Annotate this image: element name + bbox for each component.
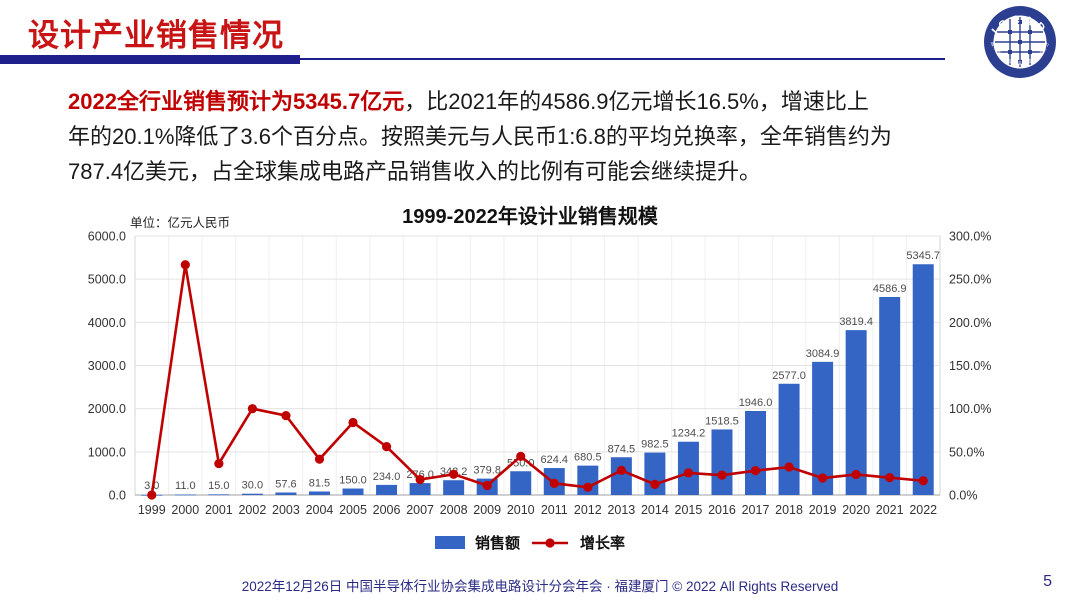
svg-text:2017: 2017: [742, 503, 770, 517]
svg-text:15.0: 15.0: [208, 480, 229, 492]
svg-text:5000.0: 5000.0: [88, 273, 126, 287]
sales-chart: 单位：亿元人民币 1999-2022年设计业销售规模 6000.0 300.0% 5…: [55, 198, 1005, 568]
svg-text:4000.0: 4000.0: [88, 316, 126, 330]
svg-text:1946.0: 1946.0: [739, 397, 773, 409]
svg-text:1000.0: 1000.0: [88, 445, 126, 459]
chart-legend: 销售额 增长率: [55, 532, 1005, 553]
svg-text:874.5: 874.5: [608, 443, 636, 455]
svg-text:2011: 2011: [541, 503, 568, 517]
svg-text:6000.0: 6000.0: [88, 230, 126, 244]
svg-text:1518.5: 1518.5: [705, 415, 739, 427]
svg-text:2006: 2006: [373, 503, 401, 517]
svg-text:2004: 2004: [306, 503, 334, 517]
svg-text:100.0%: 100.0%: [949, 402, 991, 416]
svg-text:57.6: 57.6: [275, 479, 296, 491]
chart-plot: 6000.0 300.0% 5000.0 250.0% 4000.0 200.0% 3000…: [88, 230, 992, 518]
svg-text:2015: 2015: [675, 503, 703, 517]
summary-rest: ，比2021年的4586.9亿元增长16.5%，增速比上 年的20.1%降低了3…: [68, 89, 892, 184]
svg-text:5345.7: 5345.7: [906, 250, 940, 262]
svg-text:0.0%: 0.0%: [949, 489, 978, 503]
svg-text:2007: 2007: [406, 503, 434, 517]
page-title: 设计产业销售情况: [28, 18, 284, 53]
svg-text:150.0%: 150.0%: [949, 359, 991, 373]
svg-text:234.0: 234.0: [373, 471, 401, 483]
svg-text:2022: 2022: [909, 503, 937, 517]
svg-text:2012: 2012: [574, 503, 602, 517]
summary-paragraph: 2022全行业销售预计为5345.7亿元，比2021年的4586.9亿元增长16…: [68, 84, 1020, 189]
legend-label-sales: 销售额: [474, 535, 520, 552]
svg-text:4586.9: 4586.9: [873, 283, 907, 295]
svg-text:250.0%: 250.0%: [949, 273, 991, 287]
svg-text:150.0: 150.0: [339, 475, 367, 487]
svg-text:2013: 2013: [607, 503, 635, 517]
svg-text:2019: 2019: [809, 503, 837, 517]
svg-text:680.5: 680.5: [574, 452, 602, 464]
svg-text:30.0: 30.0: [242, 480, 263, 492]
svg-text:2001: 2001: [205, 503, 233, 517]
svg-text:81.5: 81.5: [309, 477, 330, 489]
svg-text:0.0: 0.0: [109, 489, 126, 503]
page-number: 5: [1043, 573, 1052, 590]
svg-text:3000.0: 3000.0: [88, 359, 126, 373]
svg-text:2008: 2008: [440, 503, 468, 517]
svg-text:2003: 2003: [272, 503, 300, 517]
svg-text:3084.9: 3084.9: [806, 348, 840, 360]
chart-unit-label: 单位：亿元人民币: [130, 216, 231, 230]
svg-text:50.0%: 50.0%: [949, 445, 984, 459]
chart-title: 1999-2022年设计业销售规模: [402, 206, 658, 228]
svg-text:2000.0: 2000.0: [88, 402, 126, 416]
legend-bar-swatch: [434, 536, 465, 549]
svg-text:2010: 2010: [507, 503, 535, 517]
svg-text:1999: 1999: [138, 503, 166, 517]
svg-text:2000: 2000: [171, 503, 199, 517]
svg-text:200.0%: 200.0%: [949, 316, 991, 330]
svg-text:2020: 2020: [842, 503, 870, 517]
summary-highlight: 2022全行业销售预计为5345.7亿元: [68, 89, 405, 114]
svg-text:300.0%: 300.0%: [949, 230, 991, 244]
svg-text:1234.2: 1234.2: [672, 428, 706, 440]
svg-text:2009: 2009: [473, 503, 501, 517]
legend-line-marker: [532, 537, 568, 548]
svg-text:2018: 2018: [775, 503, 803, 517]
svg-text:2014: 2014: [641, 503, 669, 517]
title-underline-thin: [300, 58, 945, 60]
legend-label-growth: 增长率: [580, 535, 626, 552]
svg-text:2016: 2016: [708, 503, 736, 517]
svg-text:379.8: 379.8: [473, 465, 501, 477]
svg-text:3819.4: 3819.4: [839, 316, 873, 328]
iccad-logo-icon: ICCAD 中国半导体行业协会集成电路设计分会: [982, 4, 1056, 78]
title-underline-thick: [0, 55, 300, 64]
svg-text:2021: 2021: [876, 503, 904, 517]
svg-text:11.0: 11.0: [175, 480, 196, 492]
footer-text: 2022年12月26日 中国半导体行业协会集成电路设计分会年会 · 福建厦门 ©…: [241, 579, 839, 594]
svg-text:982.5: 982.5: [641, 439, 669, 451]
svg-text:2577.0: 2577.0: [772, 370, 806, 382]
svg-text:2005: 2005: [339, 503, 367, 517]
svg-text:2002: 2002: [238, 503, 266, 517]
svg-text:624.4: 624.4: [541, 454, 569, 466]
